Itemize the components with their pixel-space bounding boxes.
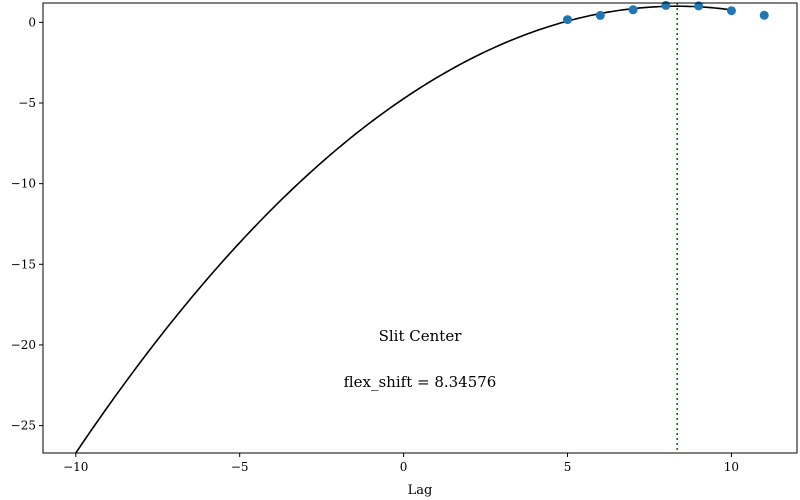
y-tick-label: −20 — [11, 338, 36, 352]
x-tick-label: −10 — [63, 460, 88, 474]
x-tick-label: 5 — [564, 460, 572, 474]
data-point — [694, 1, 704, 11]
x-axis: −10 −5 0 5 10 — [63, 453, 739, 474]
data-point — [759, 10, 769, 20]
fit-curve — [75, 5, 732, 453]
data-points — [563, 0, 769, 25]
y-axis: 0 −5 −10 −15 −20 −25 — [11, 15, 43, 433]
y-tick-label: −10 — [11, 177, 36, 191]
data-point — [595, 10, 605, 20]
annotation-title: Slit Center — [379, 327, 463, 345]
x-tick-label: 10 — [724, 460, 739, 474]
data-point — [563, 15, 573, 25]
x-tick-label: 0 — [400, 460, 408, 474]
annotation-flex-shift: flex_shift = 8.34576 — [344, 373, 497, 391]
x-tick-label: −5 — [231, 460, 249, 474]
x-axis-label: Lag — [408, 483, 433, 498]
y-tick-label: −25 — [11, 419, 36, 433]
y-tick-label: −15 — [11, 257, 36, 271]
y-tick-label: −5 — [18, 96, 36, 110]
data-point — [726, 6, 736, 16]
y-tick-label: 0 — [28, 15, 36, 29]
data-point — [628, 5, 638, 15]
plot-area-frame — [42, 2, 798, 454]
data-point — [661, 0, 671, 10]
